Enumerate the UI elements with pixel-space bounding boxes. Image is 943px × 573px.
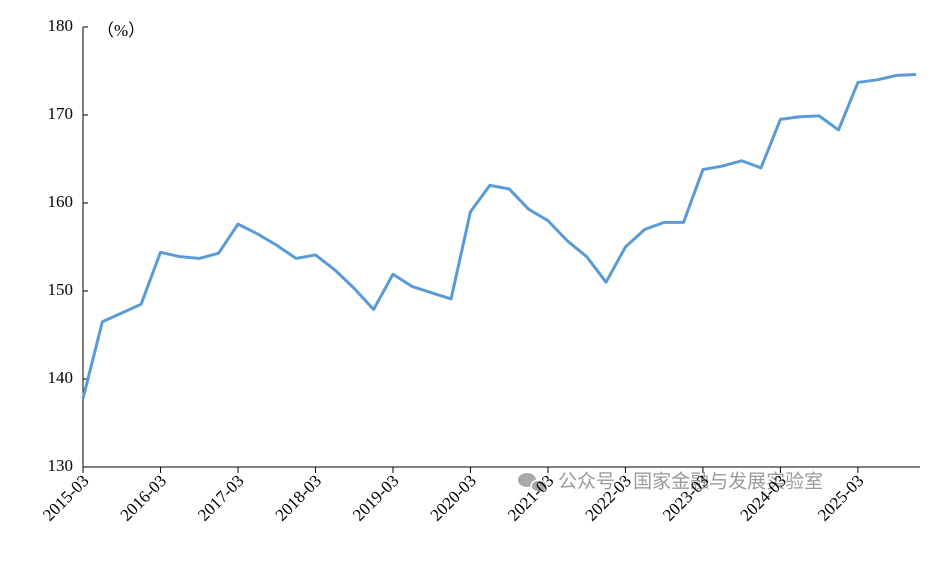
y-tick-label: 180 [48, 16, 74, 35]
x-tick-label: 2017-03 [194, 471, 248, 525]
unit-label: （%） [97, 21, 145, 40]
y-tick-label: 160 [48, 192, 74, 211]
x-tick-label: 2019-03 [349, 471, 403, 525]
watermark: 公众号 · 国家金融与发展实验室 [558, 471, 823, 493]
x-tick-label: 2016-03 [117, 471, 171, 525]
x-tick-label: 2020-03 [427, 471, 481, 525]
y-tick-label: 130 [48, 456, 74, 475]
x-tick-label: 2015-03 [39, 471, 93, 525]
x-tick-label: 2018-03 [272, 471, 326, 525]
wechat-icon [518, 473, 548, 493]
line-series [81, 73, 917, 399]
y-tick-label: 150 [48, 280, 74, 299]
y-tick-label: 140 [48, 368, 74, 387]
y-tick-label: 170 [48, 104, 74, 123]
